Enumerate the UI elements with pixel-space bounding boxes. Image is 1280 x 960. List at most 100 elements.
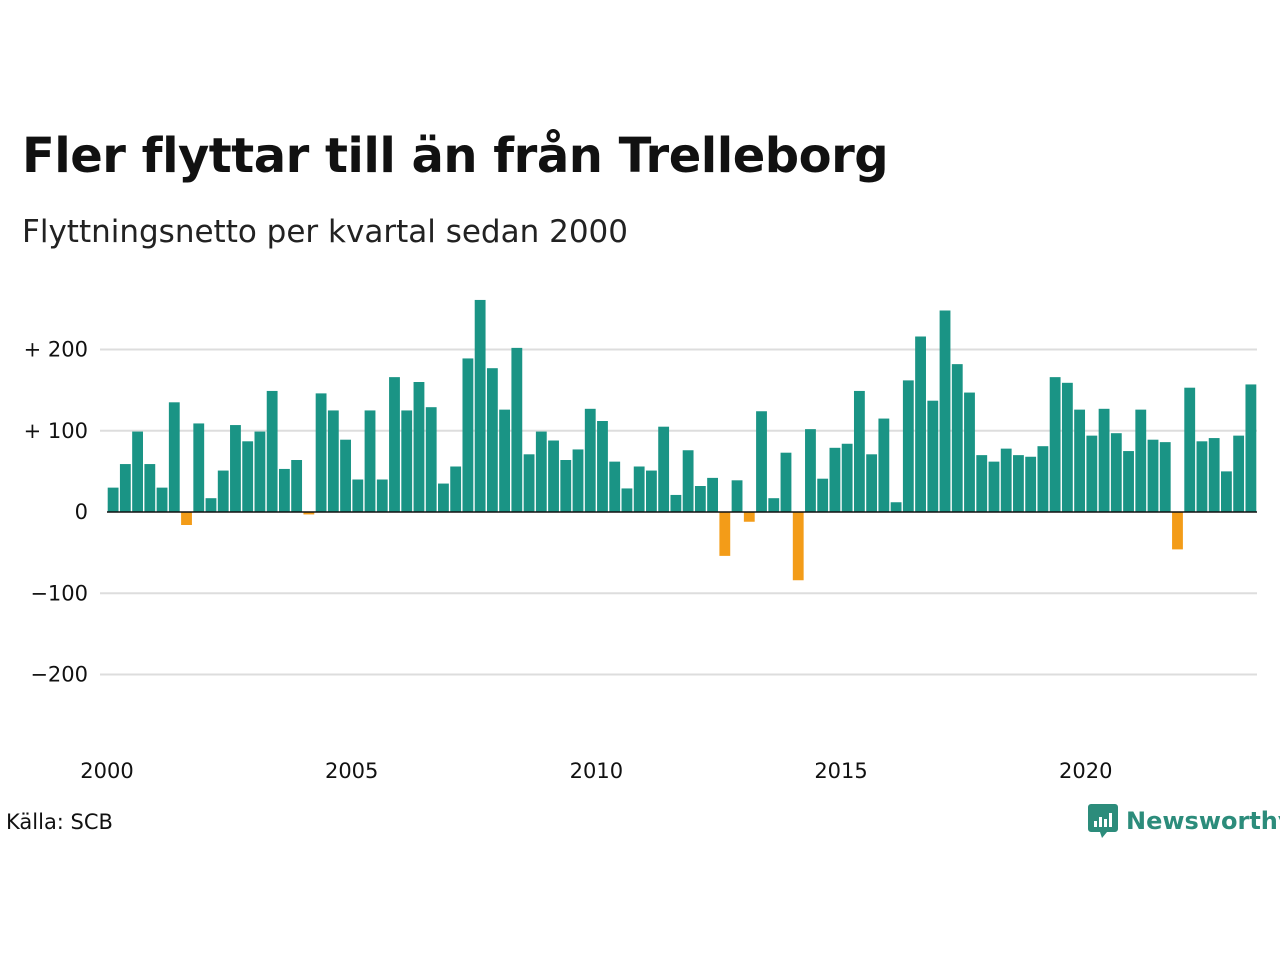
bar: [621, 488, 633, 512]
bar: [474, 299, 486, 512]
bar: [523, 454, 535, 512]
bar: [1086, 435, 1098, 513]
bar: [841, 443, 853, 512]
bar: [486, 368, 498, 512]
bar: [1245, 384, 1257, 512]
y-axis-ticks: + 200 + 100 0 −100 −200: [24, 338, 88, 687]
bar: [401, 410, 413, 512]
bar: [1208, 438, 1220, 512]
bar: [694, 486, 706, 512]
bar: [413, 382, 425, 512]
bar: [303, 512, 315, 515]
bar: [1221, 471, 1232, 513]
bar: [217, 470, 229, 512]
bar: [181, 512, 192, 525]
bar: [646, 470, 657, 512]
bar: [352, 479, 364, 512]
bar: [1135, 409, 1147, 513]
bar: [682, 450, 694, 512]
bar: [1184, 387, 1196, 512]
bar: [144, 464, 156, 512]
x-tick-label: 2010: [570, 759, 623, 783]
y-tick-label: 0: [75, 500, 88, 524]
bar: [499, 409, 511, 513]
bar: [878, 418, 890, 512]
bar: [792, 512, 804, 581]
bar: [438, 483, 449, 512]
bar: [572, 449, 584, 512]
bar: [242, 441, 254, 512]
y-tick-label: −100: [30, 581, 88, 605]
bar: [291, 460, 303, 512]
x-tick-label: 2015: [814, 759, 867, 783]
bar: [119, 464, 131, 512]
bar: [976, 455, 988, 513]
bar: [278, 468, 290, 512]
bar: [829, 447, 841, 512]
bar: [511, 347, 523, 513]
bar: [462, 358, 474, 512]
bar: [853, 390, 865, 512]
bar: [939, 310, 951, 512]
source-note: Källa: SCB: [6, 810, 113, 834]
bar: [156, 487, 168, 513]
y-tick-label: −200: [30, 663, 88, 687]
x-tick-label: 2020: [1059, 759, 1112, 783]
bar: [1233, 435, 1245, 513]
bar: [425, 407, 437, 512]
bar: [805, 429, 816, 513]
bar: [132, 431, 143, 512]
y-tick-label: + 100: [24, 419, 88, 443]
bar: [535, 431, 547, 512]
chart-bubble-icon: [1088, 804, 1118, 838]
bar: [756, 411, 767, 512]
bar: [1074, 409, 1086, 513]
bar: [584, 408, 596, 512]
bar: [866, 454, 878, 512]
x-tick-label: 2000: [80, 759, 133, 783]
bar: [1172, 512, 1183, 550]
bar: [1196, 441, 1208, 512]
bar: [902, 380, 914, 513]
bar: [548, 440, 559, 512]
bar: [1098, 408, 1110, 512]
chart-title: Fler flyttar till än från Trelleborg: [22, 128, 889, 184]
bar: [364, 410, 376, 512]
bar: [315, 393, 327, 513]
bar: [1061, 382, 1073, 512]
bar: [719, 512, 731, 556]
y-tick-label: + 200: [24, 338, 88, 362]
bar: [1025, 456, 1037, 512]
bar: [230, 425, 241, 512]
bar: [731, 480, 743, 512]
brand-name: Newsworthy: [1126, 807, 1280, 835]
bar-chart: + 200 + 100 0 −100 −200 2000 2005 2010 2015 2020: [24, 299, 1257, 783]
brand-logo: Newsworthy: [1088, 804, 1280, 838]
bar: [658, 426, 670, 512]
bar: [609, 461, 621, 513]
bar: [890, 502, 902, 512]
bar: [670, 494, 682, 512]
bar: [768, 498, 780, 512]
bar: [1159, 442, 1171, 513]
bar: [597, 421, 608, 512]
bar: [193, 423, 205, 512]
bar: [327, 410, 339, 512]
bar: [389, 377, 400, 513]
bar: [1013, 455, 1024, 513]
bar: [964, 392, 975, 512]
bar: [205, 498, 217, 512]
bar: [988, 461, 1000, 513]
bar: [780, 452, 792, 512]
bar: [817, 478, 829, 512]
bar: [1147, 439, 1159, 512]
bar: [951, 364, 963, 513]
bar: [927, 400, 939, 512]
bar: [633, 466, 645, 512]
x-axis-ticks: 2000 2005 2010 2015 2020: [80, 759, 1112, 783]
bar: [560, 460, 572, 512]
bar: [1110, 433, 1122, 512]
bar: [168, 402, 180, 512]
bar: [1123, 451, 1134, 512]
bar: [107, 487, 119, 513]
